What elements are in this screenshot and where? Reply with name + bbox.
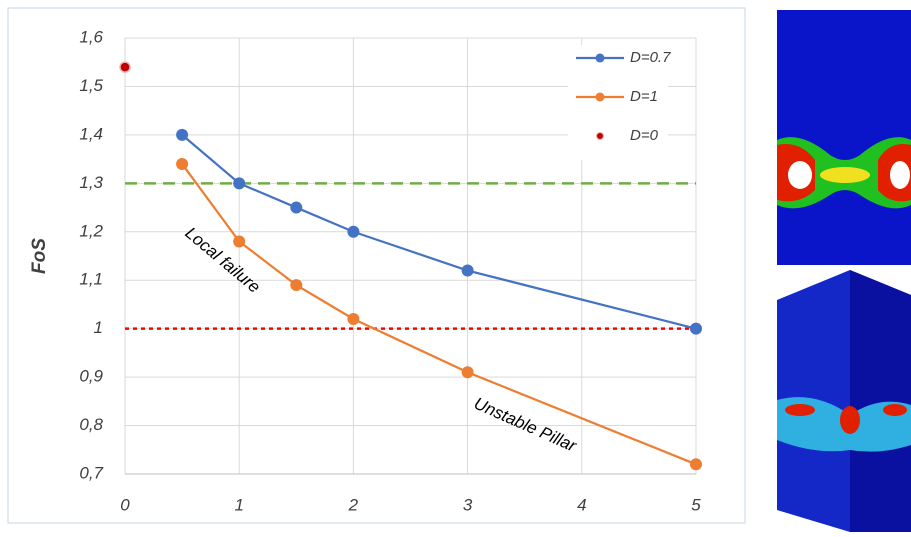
x-tick-label: 2: [348, 495, 359, 514]
y-tick-label: 0,8: [79, 415, 103, 434]
data-point: [233, 235, 245, 247]
legend-label: D=0: [630, 127, 659, 144]
x-tick-label: 4: [577, 495, 586, 514]
fea-contour: [820, 167, 870, 183]
fea-contour: [785, 404, 815, 416]
fea-hole: [788, 161, 812, 189]
y-axis-label: FoS: [29, 238, 50, 274]
data-point: [176, 158, 188, 170]
chart: FoS 0,70,80,911,11,21,31,41,51,6012345Lo…: [0, 0, 911, 532]
legend-label: D=0.7: [630, 49, 671, 66]
x-tick-label: 1: [234, 495, 243, 514]
y-tick-label: 1: [94, 318, 103, 337]
data-point: [690, 458, 702, 470]
y-tick-label: 1,6: [79, 27, 103, 46]
data-point: [176, 129, 188, 141]
fea-contour: [883, 404, 907, 416]
fea-contour: [840, 406, 860, 434]
y-tick-label: 1,1: [79, 270, 103, 289]
data-point: [290, 279, 302, 291]
data-point: [347, 226, 359, 238]
fea-background: [777, 10, 911, 265]
legend-marker: [596, 54, 605, 63]
fea-image-top: [777, 10, 911, 265]
data-point: [233, 177, 245, 189]
fea-hole: [890, 161, 910, 189]
x-tick-label: 0: [120, 495, 130, 514]
fea-image-bottom: [777, 270, 911, 532]
legend-marker: [596, 93, 605, 102]
y-tick-label: 0,9: [79, 367, 103, 386]
data-point: [120, 62, 130, 72]
y-tick-label: 1,4: [79, 124, 103, 143]
x-tick-label: 3: [463, 495, 473, 514]
y-tick-label: 1,3: [79, 173, 103, 192]
legend-marker: [597, 133, 604, 140]
y-tick-label: 1,5: [79, 76, 103, 95]
y-tick-label: 1,2: [79, 221, 103, 240]
fea-block-side: [850, 270, 911, 532]
legend-label: D=1: [630, 88, 658, 105]
legend: D=0.7 D=1 D=0: [568, 45, 671, 160]
y-tick-label: 0,7: [79, 463, 103, 482]
data-point: [347, 313, 359, 325]
data-point: [290, 202, 302, 214]
data-point: [462, 366, 474, 378]
data-point: [690, 323, 702, 335]
x-tick-label: 5: [691, 495, 701, 514]
data-point: [462, 265, 474, 277]
